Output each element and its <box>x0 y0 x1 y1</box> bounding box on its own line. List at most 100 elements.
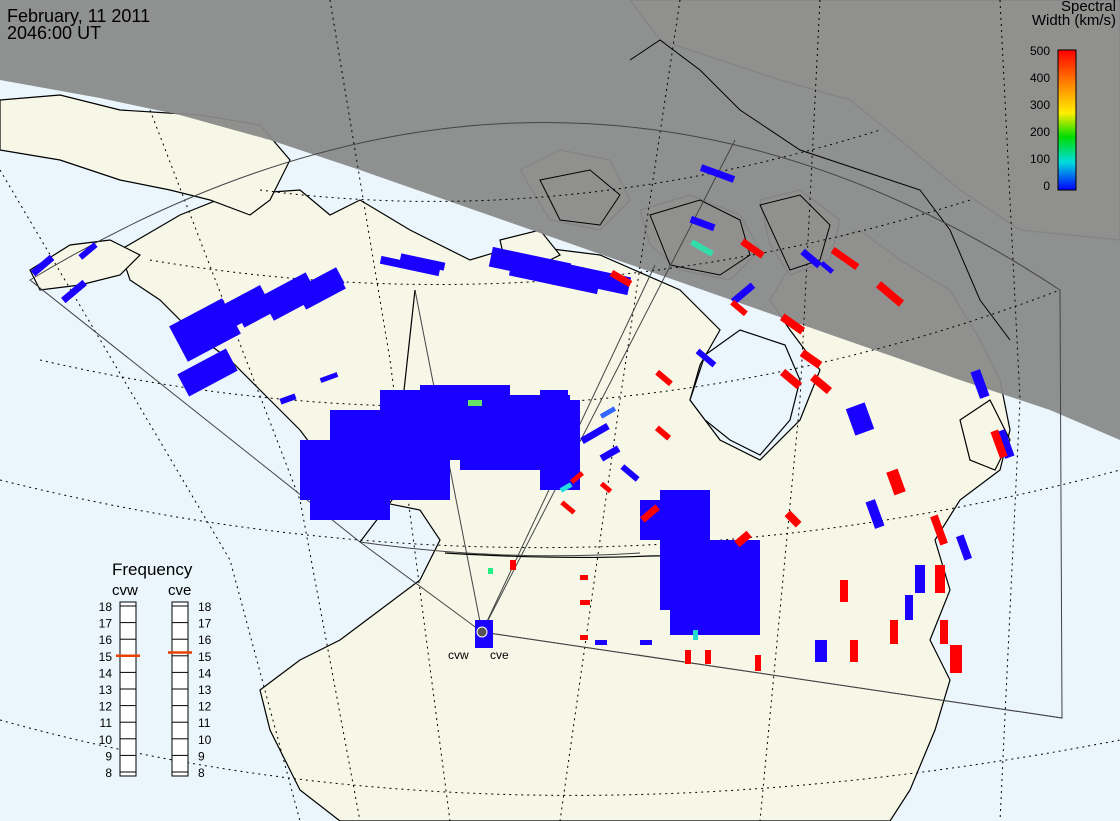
echo-blue <box>640 640 652 645</box>
echo-blue <box>660 490 710 520</box>
echo-red <box>950 645 962 673</box>
frequency-scale-label: 16 <box>198 633 212 647</box>
colorbar-tick: 0 <box>1043 179 1050 193</box>
echo-blue <box>690 605 740 635</box>
freq-radar-cve: cve <box>168 582 191 599</box>
echo-blue <box>815 640 827 662</box>
frequency-scale-label: 14 <box>198 666 212 680</box>
echo-red <box>755 655 761 671</box>
echo-red <box>580 635 588 640</box>
echo-blue <box>299 275 346 310</box>
frequency-scale-label: 12 <box>99 700 113 714</box>
echo-red <box>875 281 905 307</box>
echo-red <box>830 247 860 270</box>
echo-blue <box>399 253 446 271</box>
echo-blue <box>279 393 297 405</box>
echo-red <box>730 299 748 317</box>
echo-red <box>886 468 906 496</box>
frequency-scale-label: 14 <box>99 666 113 680</box>
timestamp: February, 11 2011 2046:00 UT <box>7 6 151 43</box>
date-label: February, 11 2011 <box>7 6 151 26</box>
echo-blue <box>599 445 621 462</box>
echo-blue <box>310 470 390 520</box>
echo-red <box>990 429 1008 459</box>
echo-blue <box>699 164 736 183</box>
colorbar-title-line2: Width (km/s) <box>1031 12 1116 29</box>
frequency-scale-label: 11 <box>198 716 211 730</box>
frequency-scale-label: 15 <box>198 650 212 664</box>
echo-red <box>510 560 516 570</box>
echo-blue <box>915 565 925 593</box>
frequency-scale-label: 17 <box>198 617 212 631</box>
echo-red <box>940 620 948 644</box>
frequency-scale-label: 18 <box>198 600 212 614</box>
echo-blue <box>488 568 493 574</box>
echo-red <box>740 238 765 259</box>
echo-blue <box>379 255 441 277</box>
frequency-scale-label: 10 <box>198 733 212 747</box>
hudson-bay <box>689 329 801 456</box>
site-label-cvw: cvw <box>448 648 469 662</box>
echo-blue <box>620 464 640 482</box>
echo-blue <box>845 402 875 436</box>
colorbar <box>1057 49 1077 191</box>
echo-red <box>935 565 945 593</box>
frequency-title: Frequency <box>112 560 193 579</box>
echo-blue <box>558 262 632 296</box>
colorbar-tick: 500 <box>1030 44 1050 58</box>
frequency-scale-label: 10 <box>99 733 113 747</box>
radar-echoes <box>30 164 1015 673</box>
frequency-scale-label: 13 <box>198 683 212 697</box>
echo-blue <box>730 282 756 305</box>
echo-red <box>655 369 673 387</box>
echo-blue <box>695 348 717 368</box>
echo-blue <box>693 630 698 640</box>
echo-red <box>840 580 848 602</box>
echo-blue <box>599 406 617 419</box>
frequency-scale-label: 12 <box>198 700 212 714</box>
frequency-scale-label: 18 <box>99 600 113 614</box>
echo-red <box>640 504 660 523</box>
colorbar-tick: 100 <box>1030 152 1050 166</box>
colorbar-title-line1: Spectral <box>1060 0 1116 15</box>
echo-red <box>799 349 823 369</box>
frequency-scale-label: 15 <box>99 650 113 664</box>
colorbar-tick: 300 <box>1030 98 1050 112</box>
echo-red <box>784 510 802 528</box>
site-label-cve: cve <box>490 648 509 662</box>
echo-red <box>580 575 588 580</box>
echo-blue <box>540 390 568 396</box>
echo-red <box>705 650 711 664</box>
echo-blue <box>319 372 339 383</box>
echo-red <box>570 471 584 484</box>
alaska-west <box>29 239 142 291</box>
echo-blue <box>955 534 973 561</box>
frequency-panel: cvw cve 18 17 16 15 14 13 12 11 10 9 8 18 17 16 15 14 13… <box>99 582 212 780</box>
frequency-scale-label: 9 <box>198 749 205 763</box>
echo-blue <box>198 285 272 340</box>
echo-red <box>685 650 691 664</box>
echo-red <box>609 269 633 288</box>
echo-blue <box>800 248 822 269</box>
echo-red <box>560 500 576 515</box>
colorbar-tick: 400 <box>1030 71 1050 85</box>
echo-red <box>734 530 752 548</box>
frequency-scale-label: 16 <box>99 633 113 647</box>
echo-red <box>599 481 613 494</box>
colorbar-title: Spectral Width (km/s) <box>1032 0 1116 28</box>
frequency-scale-label: 9 <box>105 749 112 763</box>
radar-site-marker <box>476 626 488 638</box>
echo-red <box>930 514 948 546</box>
echo-blue <box>689 215 716 232</box>
echo-red <box>890 620 898 644</box>
echo-blue <box>78 242 98 260</box>
echo-blue <box>580 422 610 445</box>
time-label: 2046:00 UT <box>7 23 102 43</box>
colorbar-tick: 200 <box>1030 125 1050 139</box>
echo-red <box>654 425 672 441</box>
echo-blue <box>970 369 990 399</box>
echo-blue <box>820 261 834 274</box>
echo-red <box>810 373 832 395</box>
frequency-scale-label: 8 <box>198 766 205 780</box>
